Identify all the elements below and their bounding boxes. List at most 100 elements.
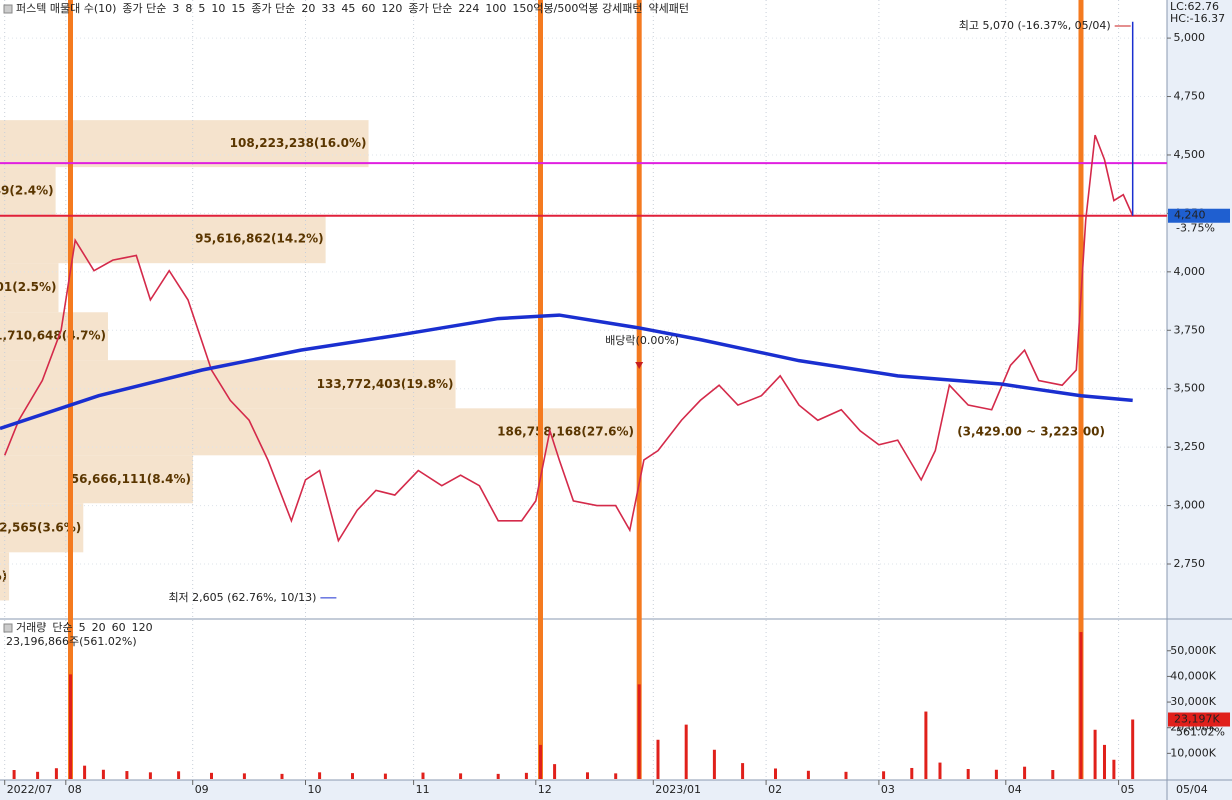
legend-item: 60: [112, 621, 126, 634]
volume-bar: [83, 765, 87, 779]
x-tick-label: 09: [195, 783, 209, 796]
volume-bar: [177, 771, 181, 779]
x-tick-label: 05: [1121, 783, 1135, 796]
legend-item: 150억봉/500억봉 강세패턴: [512, 2, 642, 15]
volume-bar: [1079, 632, 1083, 779]
low-label: 최저 2,605 (62.76%, 10/13): [168, 591, 316, 604]
volume-bar: [656, 739, 660, 779]
profile-label: 24,452,565(3.6%): [0, 520, 81, 534]
legend-item: 224: [458, 2, 479, 15]
volume-bar: [1112, 759, 1116, 779]
legend-item: 15: [231, 2, 245, 15]
y-tick-label: 3,750: [1174, 323, 1206, 336]
profile-label: 95,616,862(14.2%): [195, 232, 324, 246]
ex-dividend-label: 배당락(0.00%): [605, 334, 679, 347]
legend-item: 45: [341, 2, 355, 15]
y-tick-label: 40,000K: [1170, 669, 1216, 682]
x-tick-label: 03: [881, 783, 895, 796]
hc-label: HC:-16.37: [1170, 12, 1225, 25]
price-line: [0, 313, 1133, 431]
profile-bar: [0, 408, 636, 456]
volume-bar: [924, 711, 928, 779]
lc-label: LC:62.76: [1170, 0, 1219, 13]
last-change: -3.75%: [1176, 222, 1215, 235]
volume-bar: [585, 772, 589, 779]
legend-item: 5: [79, 621, 86, 634]
profile-bar: [0, 455, 193, 504]
volume-bar: [209, 772, 213, 779]
profile-bar: [0, 360, 456, 409]
legend-swatch: [3, 4, 13, 14]
x-tick-label: 2022/07: [7, 783, 53, 796]
volume-bar: [712, 749, 716, 779]
volume-bar: [910, 767, 914, 779]
volume-bar: [773, 768, 777, 779]
price-line: [3, 134, 1134, 543]
volume-bar: [1051, 770, 1055, 779]
legend-item: 33: [321, 2, 335, 15]
legend-item: 20: [92, 621, 106, 634]
legend-item: 거래량: [16, 621, 46, 634]
volume-bar: [844, 771, 848, 779]
legend-item: 퍼스텍 매물대 수(10): [16, 2, 116, 15]
y-tick-label: 2,750: [1174, 557, 1206, 570]
volume-bar: [242, 773, 246, 779]
bottom-axis-panel: [0, 780, 1232, 800]
volume-bar: [36, 771, 40, 779]
profile-label: 31,710,648(4.7%): [0, 329, 106, 343]
last-volume-change: 561.02%: [1176, 726, 1225, 739]
volume-bar: [496, 773, 500, 779]
profile-label: 186,758,168(27.6%): [497, 424, 634, 438]
legend-item: 100: [485, 2, 506, 15]
volume-bar: [994, 769, 998, 779]
x-tick-label: 10: [307, 783, 321, 796]
y-tick-label: 30,000K: [1170, 695, 1216, 708]
y-tick-label: 50,000K: [1170, 644, 1216, 657]
last-volume-box: [1168, 712, 1230, 727]
volume-bar: [1023, 766, 1027, 779]
volume-bar: [966, 768, 970, 779]
volume-bar: [459, 773, 463, 779]
y-tick-label: 4,500: [1174, 148, 1206, 161]
last-price-box: [1168, 208, 1230, 223]
volume-bar: [553, 764, 557, 779]
x-tick-label: 02: [768, 783, 782, 796]
legend-item: 20: [301, 2, 315, 15]
volume-bar: [741, 763, 745, 779]
profile-range-label: (3,429.00 ~ 3,223.00): [957, 424, 1105, 438]
legend-item: 120: [132, 621, 153, 634]
profile-bar: [0, 215, 326, 264]
legend-item: 60: [361, 2, 375, 15]
volume-bar: [806, 770, 810, 779]
high-label: 최고 5,070 (-16.37%, 05/04): [959, 19, 1111, 32]
volume-bar: [1102, 744, 1106, 779]
volume-bar: [54, 768, 58, 779]
legend-item: 약세패턴: [649, 1, 689, 15]
volume-bar: [637, 684, 641, 779]
volume-bar: [148, 772, 152, 779]
volume-bar: [12, 770, 16, 779]
profile-bar: [0, 167, 56, 216]
x-tick-label: 12: [538, 783, 552, 796]
volume-bar: [882, 771, 886, 779]
volume-bar: [383, 773, 387, 779]
y-tick-label: 4,000: [1174, 265, 1206, 278]
legend-swatch: [3, 623, 13, 633]
profile-label: 17,181,001(2.5%): [0, 280, 57, 294]
last-price: 4,240: [1174, 209, 1206, 222]
volume-bar: [1093, 729, 1097, 779]
legend-item: 종가 단순: [251, 2, 295, 15]
legend-item: 5: [198, 2, 205, 15]
volume-bar: [318, 772, 322, 779]
volume-bar: [538, 744, 542, 779]
x-tick-label: 04: [1008, 783, 1022, 796]
y-tick-label: 4,750: [1174, 90, 1206, 103]
profile-bar: [0, 312, 108, 361]
profile-label: 133,772,403(19.8%): [317, 377, 454, 391]
volume-bar: [524, 772, 528, 779]
volume-bar: [350, 773, 354, 779]
x-tick-label: 11: [416, 783, 430, 796]
volume-bar: [614, 773, 618, 779]
y-tick-label: 3,250: [1174, 440, 1206, 453]
profile-label: 108,223,238(16.0%): [230, 136, 367, 150]
